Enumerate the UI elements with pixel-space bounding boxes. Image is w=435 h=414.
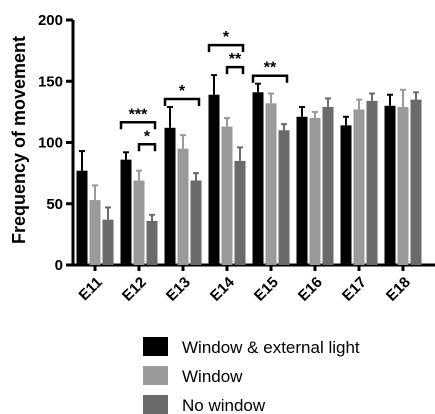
bar bbox=[208, 94, 220, 265]
bar bbox=[322, 106, 334, 265]
y-tick-label: 50 bbox=[46, 196, 63, 213]
legend: Window & external light Window No window bbox=[143, 337, 360, 414]
legend-swatch bbox=[143, 337, 168, 356]
significance-bracket bbox=[137, 143, 157, 152]
x-tick-label: E11 bbox=[76, 274, 106, 304]
bar bbox=[102, 219, 114, 265]
x-tick-label: E18 bbox=[383, 274, 414, 305]
bar bbox=[296, 116, 308, 266]
bar bbox=[366, 100, 378, 265]
bar bbox=[384, 105, 396, 265]
bar bbox=[164, 127, 176, 265]
bar bbox=[234, 160, 246, 265]
y-tick-label: 100 bbox=[38, 135, 63, 152]
x-tick-label: E12 bbox=[119, 274, 150, 305]
significance-label: ** bbox=[264, 60, 277, 77]
x-tick-label: E15 bbox=[251, 274, 282, 305]
bar bbox=[353, 109, 365, 265]
significance-label: ** bbox=[229, 51, 242, 68]
legend-swatch bbox=[143, 366, 168, 385]
bar bbox=[89, 200, 101, 265]
bar bbox=[190, 180, 202, 265]
bar bbox=[120, 159, 132, 265]
x-tick-label: E13 bbox=[163, 274, 194, 305]
bar bbox=[133, 180, 145, 265]
bar bbox=[221, 126, 233, 265]
significance-label: *** bbox=[129, 106, 148, 123]
significance-bracket bbox=[251, 74, 289, 83]
y-axis-title: Frequency of movement bbox=[9, 36, 29, 244]
significance-bracket bbox=[225, 65, 245, 75]
significance-label: * bbox=[144, 128, 151, 145]
legend-label: Window & external light bbox=[182, 338, 360, 357]
bar bbox=[410, 99, 422, 265]
legend-swatch bbox=[143, 395, 168, 414]
bar bbox=[146, 220, 158, 265]
bar bbox=[76, 170, 88, 265]
x-tick-label: E14 bbox=[207, 273, 238, 304]
bar bbox=[340, 125, 352, 265]
significance-bracket bbox=[119, 121, 157, 130]
significance-bracket bbox=[207, 43, 245, 53]
bar bbox=[278, 130, 290, 265]
significance-label: * bbox=[223, 29, 230, 46]
y-tick-label: 0 bbox=[55, 257, 63, 274]
x-tick-label: E17 bbox=[339, 274, 370, 305]
bar bbox=[265, 103, 277, 265]
significance-label: * bbox=[179, 83, 186, 100]
y-tick-label: 200 bbox=[38, 12, 63, 29]
y-tick-label: 150 bbox=[38, 73, 63, 90]
legend-label: Window bbox=[182, 367, 243, 386]
significance-bracket bbox=[163, 97, 201, 106]
bar bbox=[309, 118, 321, 265]
x-tick-label: E16 bbox=[295, 274, 326, 305]
bar bbox=[252, 92, 264, 266]
bar bbox=[177, 148, 189, 265]
bar bbox=[397, 106, 409, 265]
legend-label: No window bbox=[182, 396, 266, 414]
